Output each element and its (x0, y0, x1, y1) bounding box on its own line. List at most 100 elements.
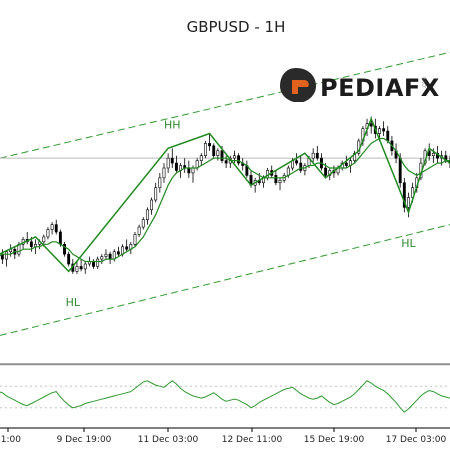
candle-body (104, 253, 108, 257)
candle-body (158, 177, 162, 188)
candle-body (54, 224, 58, 233)
candle-body (174, 162, 178, 171)
candle-body (46, 229, 50, 238)
candle-body (166, 157, 170, 169)
candle-body (369, 123, 373, 127)
candle (141, 217, 145, 230)
candle-body (216, 150, 220, 156)
candle-body (299, 162, 303, 171)
candle-body (145, 209, 149, 220)
candle-body (344, 162, 348, 166)
candle-body (58, 231, 62, 245)
x-tick-label: 17 Dec 03:00 (386, 435, 447, 445)
candle-body (224, 160, 228, 164)
candle (353, 150, 357, 164)
x-tick-label: 12 Dec 11:00 (222, 435, 283, 445)
x-tick-label: 15 Dec 19:00 (304, 435, 365, 445)
candle-body (278, 180, 282, 184)
candle (137, 224, 141, 237)
candle-body (162, 167, 166, 179)
brand-logo: PEDIAFX .COM (280, 68, 440, 102)
candle-body (67, 253, 71, 265)
candle-body (75, 266, 79, 272)
candle (166, 153, 170, 173)
candle (212, 143, 216, 159)
candle-body (407, 197, 410, 208)
candle (382, 121, 386, 136)
chart-title: GBPUSD - 1H (187, 18, 286, 36)
candle-body (324, 167, 328, 176)
candle (299, 155, 303, 173)
candle (311, 148, 315, 164)
candle (145, 207, 149, 225)
candle-body (154, 187, 158, 201)
candle-body (141, 219, 145, 228)
candle-body (133, 234, 137, 245)
candle-body (63, 244, 66, 255)
candle-body (5, 251, 8, 260)
candle-body (108, 253, 112, 260)
candle (104, 249, 108, 260)
candle (50, 222, 54, 235)
x-axis-ticks: 11:00 9 Dec 19:00 11 Dec 03:00 12 Dec 11:00… (0, 428, 447, 445)
candle (237, 153, 241, 166)
x-tick-label: 9 Dec 19:00 (57, 435, 112, 445)
candle (79, 259, 83, 272)
candle (96, 256, 100, 269)
candle-body (274, 175, 278, 184)
candle-body (96, 258, 100, 267)
x-tick-label: 11 Dec 03:00 (138, 435, 199, 445)
candle (208, 133, 212, 151)
candle-body (83, 263, 87, 270)
candle-body (50, 224, 54, 230)
candle-body (378, 128, 381, 134)
candle (402, 177, 406, 213)
candle-body (311, 152, 315, 159)
candle (170, 148, 174, 168)
channel-lines (0, 51, 450, 336)
candle-body (208, 143, 212, 147)
candle-body (150, 199, 153, 211)
oscillator-line (0, 380, 450, 413)
candle (63, 241, 66, 257)
brand-name: PEDIAFX (320, 74, 440, 102)
candle-body (191, 167, 195, 174)
pattern-labels: HH HL HL (66, 119, 417, 309)
candle (133, 232, 137, 247)
brand-mark-accent-icon (292, 80, 309, 94)
candle-body (29, 241, 33, 248)
candle (162, 163, 166, 183)
candle-body (295, 160, 299, 164)
pattern-label-hh: HH (164, 119, 181, 132)
candle (315, 145, 319, 161)
candle (295, 153, 299, 166)
candle-body (353, 152, 357, 161)
candle-body (125, 246, 129, 250)
candle-body (100, 256, 104, 260)
candle-body (402, 182, 406, 208)
candle-body (315, 152, 319, 159)
candle (158, 172, 162, 193)
candle (203, 140, 207, 159)
candle-body (203, 143, 207, 156)
zigzag-path (0, 116, 450, 273)
candle (46, 227, 50, 240)
candle-body (79, 266, 83, 270)
candle (174, 155, 178, 173)
candle (199, 153, 203, 166)
candle (75, 261, 79, 274)
channel-line-1 (0, 51, 450, 159)
x-tick-label: 11:00 (0, 435, 21, 445)
moving-average-path (0, 137, 450, 263)
candle-body (42, 236, 46, 243)
brand-suffix: .COM (422, 77, 427, 88)
candle-body (199, 155, 203, 161)
channel-line-2 (0, 224, 450, 336)
pattern-label-hl: HL (66, 296, 81, 309)
candle-body (137, 226, 141, 235)
candle (150, 197, 153, 215)
candle-body (170, 157, 174, 164)
pattern-label-hl: HL (401, 237, 416, 250)
